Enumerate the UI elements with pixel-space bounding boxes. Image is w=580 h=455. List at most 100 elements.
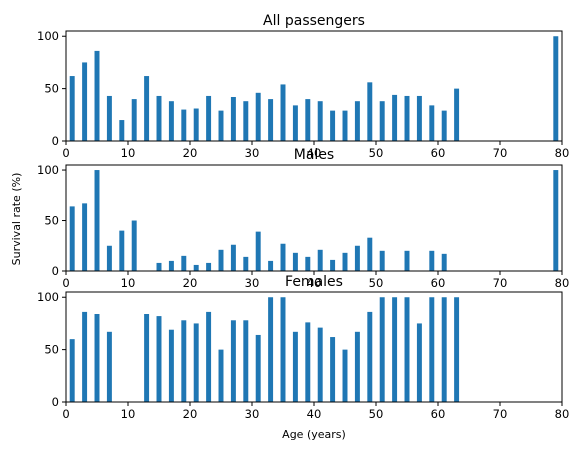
females-bar <box>193 323 199 402</box>
females-bar <box>82 311 88 402</box>
females-bar <box>379 297 385 402</box>
all-passengers-bar <box>206 95 212 141</box>
all-passengers-bar <box>342 110 348 141</box>
females-bar <box>280 297 286 402</box>
males-bar <box>441 253 447 271</box>
males-x-tick-label: 50 <box>369 276 384 290</box>
all-passengers-bar <box>243 101 249 141</box>
females-x-tick-label: 20 <box>183 407 198 421</box>
females-bar <box>354 331 360 402</box>
females-x-tick-label: 40 <box>307 407 322 421</box>
all-passengers-bar <box>168 101 174 141</box>
males-bar <box>119 230 125 271</box>
males-bar <box>292 252 298 271</box>
all-passengers-bar <box>354 101 360 141</box>
females-y-tick-label: 50 <box>44 343 59 357</box>
all-passengers-x-tick-label: 0 <box>62 146 69 160</box>
all-passengers-bar <box>416 95 422 141</box>
males-bar <box>280 243 286 271</box>
all-passengers-bar <box>367 82 373 141</box>
females-bar <box>181 320 187 402</box>
all-passengers-x-tick-label: 80 <box>555 146 570 160</box>
all-passengers-bar <box>94 50 100 141</box>
males-bar <box>82 203 88 271</box>
males-y-tick-label: 100 <box>37 163 59 177</box>
shared-y-axis-label: Survival rate (%) <box>10 173 23 266</box>
all-passengers-y-tick-label: 0 <box>52 134 59 148</box>
females-bar <box>156 316 162 402</box>
all-passengers-bar <box>392 94 398 141</box>
males-bar <box>268 260 274 271</box>
females-x-tick-label: 30 <box>245 407 260 421</box>
chart-panel-all-passengers: 0 10 20 30 40 50 60 70 80 0 50 100 All passengers <box>37 13 569 160</box>
females-x-tick-label: 50 <box>369 407 384 421</box>
females-axes-frame <box>65 291 563 403</box>
males-x-tick-label: 30 <box>245 276 260 290</box>
males-axes-frame <box>65 164 563 272</box>
males-bar <box>156 262 162 271</box>
all-passengers-bar <box>553 36 559 141</box>
females-bar <box>69 339 75 402</box>
all-passengers-bar <box>69 76 75 141</box>
females-bar <box>230 320 236 402</box>
males-x-tick-label: 20 <box>183 276 198 290</box>
males-bar <box>131 220 137 271</box>
females-bar <box>268 297 274 402</box>
all-passengers-x-tick-label: 20 <box>183 146 198 160</box>
males-x-tick-label: 60 <box>431 276 446 290</box>
all-passengers-bar <box>280 84 286 141</box>
all-passengers-bar <box>292 105 298 141</box>
females-x-tick-label: 80 <box>555 407 570 421</box>
males-bar <box>553 170 559 271</box>
males-bar <box>305 256 311 271</box>
all-passengers-bar <box>181 109 187 141</box>
males-x-tick-label: 70 <box>493 276 508 290</box>
all-passengers-x-tick-label: 30 <box>245 146 260 160</box>
all-passengers-bar <box>82 62 88 141</box>
all-passengers-bar <box>429 105 435 141</box>
males-bar <box>168 260 174 271</box>
females-bar <box>317 327 323 402</box>
males-bar <box>317 249 323 271</box>
females-bar <box>454 297 460 402</box>
males-bar <box>94 170 100 271</box>
males-bar <box>206 262 212 271</box>
males-bar <box>342 252 348 271</box>
males-bar <box>230 244 236 271</box>
all-passengers-bar <box>441 110 447 141</box>
all-passengers-x-tick-label: 10 <box>121 146 136 160</box>
all-passengers-bar <box>268 99 274 141</box>
all-passengers-x-tick-label: 40 <box>307 146 322 160</box>
all-passengers-y-tick-label: 100 <box>37 29 59 43</box>
males-bar <box>367 237 373 271</box>
males-bar <box>193 264 199 271</box>
males-bar <box>106 245 112 271</box>
all-passengers-x-tick-label: 50 <box>369 146 384 160</box>
males-bar <box>404 250 410 271</box>
females-x-tick-label: 10 <box>121 407 136 421</box>
females-x-tick-label: 0 <box>62 407 69 421</box>
females-x-tick-label: 70 <box>493 407 508 421</box>
all-passengers-bar <box>317 101 323 141</box>
all-passengers-bar <box>230 97 236 141</box>
males-y-tick-label: 50 <box>44 214 59 228</box>
females-bar <box>342 349 348 402</box>
males-bar <box>181 255 187 271</box>
all-passengers-bar <box>454 88 460 141</box>
all-passengers-bar <box>131 99 137 141</box>
females-bar <box>206 311 212 402</box>
females-bar <box>429 297 435 402</box>
all-passengers-bar <box>119 120 125 141</box>
all-passengers-bar <box>144 76 150 141</box>
males-bar <box>354 245 360 271</box>
all-passengers-bar <box>255 92 261 141</box>
all-passengers-x-tick-label: 70 <box>493 146 508 160</box>
all-passengers-chart-title: All passengers <box>263 13 365 29</box>
all-passengers-y-tick-label: 50 <box>44 82 59 96</box>
females-bar <box>144 314 150 402</box>
all-passengers-axes-frame <box>65 30 563 142</box>
females-bar <box>441 297 447 402</box>
